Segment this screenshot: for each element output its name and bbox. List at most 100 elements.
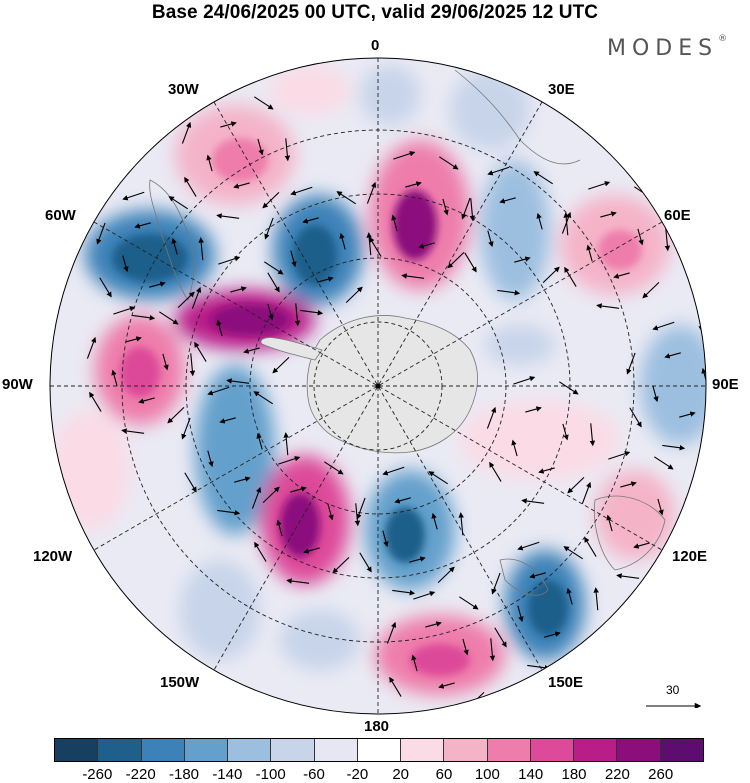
wind-arrow: [317, 276, 334, 283]
wind-arrow: [439, 156, 459, 170]
colorbar-tick-label: -220: [125, 766, 156, 783]
reference-vector-arrow: [646, 702, 702, 708]
wind-arrow: [593, 587, 599, 611]
wind-arrow: [283, 432, 289, 456]
colorbar-tick-label: 60: [435, 766, 453, 783]
wind-arrow: [459, 596, 479, 610]
wind-arrow: [392, 589, 416, 596]
wind-arrow: [664, 352, 681, 359]
colorbar-tick-label: -260: [82, 766, 113, 783]
wind-arrow: [191, 286, 202, 309]
wind-arrow: [294, 303, 301, 327]
lon-label-180: 180: [364, 718, 390, 735]
wind-arrow: [626, 352, 636, 375]
wind-arrow: [336, 191, 357, 205]
wind-arrow: [469, 198, 476, 222]
wind-arrow: [272, 356, 290, 374]
south-america-tip: [149, 179, 195, 301]
wind-arrow: [327, 503, 334, 521]
anomaly-core: [528, 580, 568, 636]
colorbar-swatch: [271, 739, 315, 761]
colorbar-swatch: [184, 739, 229, 761]
wind-arrow: [226, 378, 250, 384]
wind-arrow: [233, 182, 250, 189]
wind-arrow: [684, 498, 691, 522]
wind-arrow: [596, 303, 620, 309]
colorbar-tick-label: -20: [346, 766, 369, 783]
wind-arrow: [411, 654, 418, 672]
anomaly-region: [270, 65, 350, 115]
wind-arrow: [542, 266, 560, 283]
wind-arrow: [679, 411, 696, 418]
anomaly-core: [210, 304, 290, 336]
wind-arrow: [517, 605, 524, 623]
wind-arrow: [149, 281, 166, 288]
wind-arrow: [514, 256, 531, 263]
anomaly-core: [410, 644, 470, 676]
wind-arrow: [431, 512, 438, 530]
anomaly-field: [50, 58, 706, 714]
wind-arrow: [177, 291, 195, 308]
wind-arrow: [447, 251, 465, 269]
wind-arrow: [278, 456, 301, 465]
anomaly-core: [120, 347, 160, 397]
wind-arrow: [134, 222, 151, 229]
wind-arrow: [633, 542, 650, 549]
wind-arrow: [198, 237, 204, 261]
anomaly-region: [180, 560, 260, 660]
wind-arrow: [339, 232, 346, 250]
anomaly-core: [385, 507, 425, 563]
wind-arrow: [257, 138, 264, 156]
wind-arrow: [86, 336, 97, 359]
colorbar-swatch: [487, 739, 531, 761]
wind-arrow: [207, 450, 214, 468]
wind-arrow: [284, 138, 291, 162]
wind-arrow: [637, 228, 644, 246]
wind-arrow: [96, 222, 106, 245]
wind-arrow: [499, 197, 516, 204]
wind-arrow: [332, 556, 350, 574]
map-border: [49, 57, 707, 715]
wind-arrow: [254, 96, 274, 110]
wind-arrow: [359, 552, 372, 573]
wind-arrow: [290, 186, 313, 196]
wind-arrow: [616, 573, 640, 579]
wind-arrow: [442, 198, 449, 216]
wind-arrow: [218, 256, 241, 265]
colorbar-tick-label: -140: [212, 766, 243, 783]
colorbar-tick-label: 180: [561, 766, 587, 783]
wind-arrow: [600, 211, 617, 218]
wind-arrow: [559, 381, 579, 395]
lon-label-90w: 90W: [2, 376, 33, 393]
wind-arrow: [458, 512, 464, 536]
wind-arrow: [256, 432, 263, 450]
new-zealand-coast: [499, 558, 549, 596]
wind-arrow: [267, 303, 274, 321]
wind-arrow: [586, 244, 593, 262]
wind-arrow: [437, 566, 455, 583]
wind-arrow: [171, 237, 178, 255]
lon-label-150w: 150W: [160, 674, 200, 691]
wind-arrow: [230, 286, 247, 293]
wind-arrow: [264, 261, 284, 275]
wind-arrow: [276, 519, 283, 537]
wind-arrow: [394, 497, 411, 504]
wind-arrow: [662, 444, 686, 451]
colorbar-swatch: [444, 739, 488, 761]
colorbar-tick-label: 220: [604, 766, 630, 783]
wind-arrow: [181, 121, 192, 144]
wind-arrow: [194, 341, 207, 362]
wind-arrow: [391, 214, 398, 232]
wind-arrow: [613, 272, 630, 279]
wind-arrow: [184, 176, 197, 197]
wind-arrow: [642, 281, 660, 299]
wind-arrow: [389, 676, 402, 697]
lon-label-60e: 60E: [664, 207, 691, 224]
anomaly-region: [595, 470, 675, 560]
wind-arrow: [536, 212, 543, 230]
colorbar-swatch: [401, 739, 445, 761]
wind-arrow: [113, 306, 136, 315]
wind-arrow: [525, 406, 542, 413]
wind-arrow: [418, 242, 435, 249]
